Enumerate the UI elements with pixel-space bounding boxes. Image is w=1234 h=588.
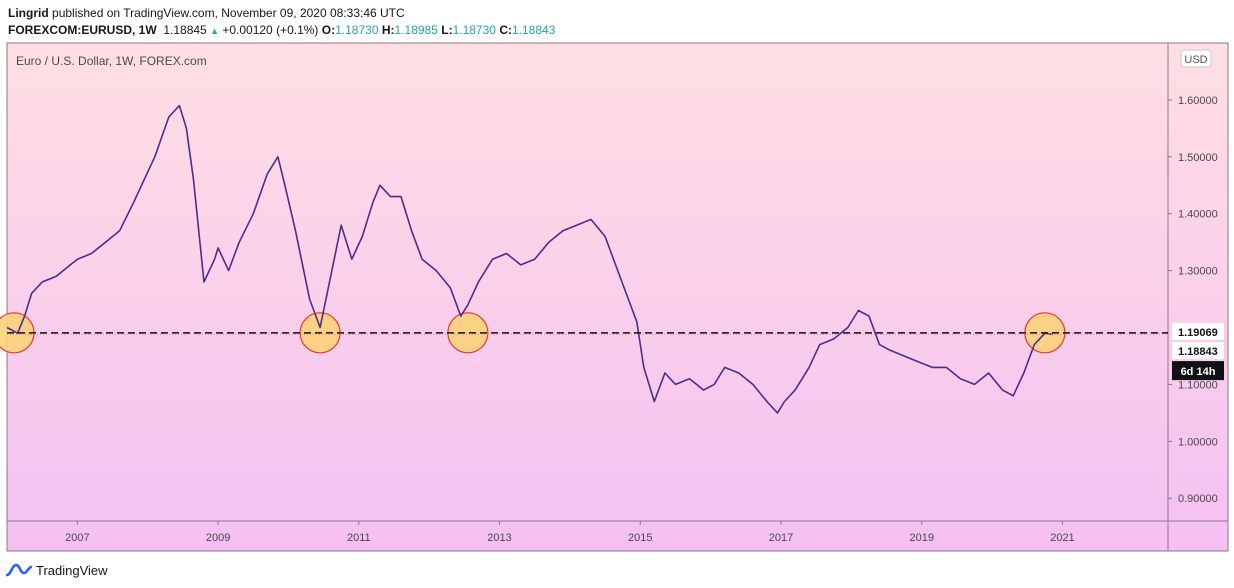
high-label: H: (381, 23, 395, 37)
price-label: 1.19069 (1178, 327, 1218, 339)
countdown-box (1172, 361, 1224, 381)
publish-info: Lingrid published on TradingView.com, No… (8, 6, 405, 20)
price-label-box (1172, 342, 1224, 360)
close-label: C: (499, 23, 512, 37)
x-tick-label: 2013 (487, 532, 511, 544)
brand-name: TradingView (36, 562, 108, 578)
y-tick-label: 0.90000 (1178, 493, 1218, 505)
symbol-info: FOREXCOM:EURUSD, 1W 1.18845 ▲ +0.00120 (… (8, 23, 555, 37)
price-label-box (1172, 322, 1224, 340)
currency-badge: USD (1180, 49, 1212, 68)
x-tick-label: 2015 (628, 532, 652, 544)
close-value: 1.18843 (511, 23, 556, 37)
chart-background (7, 43, 1228, 551)
price-change: +0.00120 (+0.1%) (222, 23, 319, 37)
price-series-line (6, 104, 1053, 414)
high-value: 1.18985 (394, 23, 438, 37)
x-tick-label: 2017 (769, 532, 793, 544)
x-tick-label: 2007 (65, 532, 89, 544)
last-price: 1.18845 (163, 23, 207, 37)
chart-border (6, 42, 1229, 552)
symbol-name: FOREXCOM:EURUSD, 1W (8, 23, 157, 37)
tradingview-logo-icon (6, 563, 32, 577)
published-text: published on TradingView.com, November 0… (52, 6, 405, 20)
x-tick-label: 2021 (1050, 532, 1074, 544)
y-tick-label: 1.50000 (1178, 152, 1218, 164)
y-tick-label: 1.10000 (1178, 379, 1218, 391)
x-tick-label: 2011 (347, 532, 371, 544)
low-label: L: (441, 23, 453, 37)
price-label: 1.18843 (1178, 346, 1218, 358)
x-tick-label: 2019 (909, 532, 933, 544)
currency-label: USD (1184, 54, 1207, 66)
up-arrow-icon: ▲ (210, 26, 219, 36)
low-value: 1.18730 (452, 23, 496, 37)
y-tick-label: 1.60000 (1178, 95, 1218, 107)
chart-title: Euro / U.S. Dollar, 1W, FOREX.com (16, 54, 207, 68)
open-value: 1.18730 (335, 23, 379, 37)
y-tick-label: 1.30000 (1178, 266, 1218, 278)
y-tick-label: 1.40000 (1178, 209, 1218, 221)
countdown-label: 6d 14h (1181, 366, 1216, 378)
tradingview-brand[interactable]: TradingView (6, 562, 108, 578)
author-name: Lingrid (8, 6, 49, 20)
open-label: O: (321, 23, 336, 37)
x-tick-label: 2009 (206, 532, 230, 544)
y-tick-label: 1.00000 (1178, 436, 1218, 448)
